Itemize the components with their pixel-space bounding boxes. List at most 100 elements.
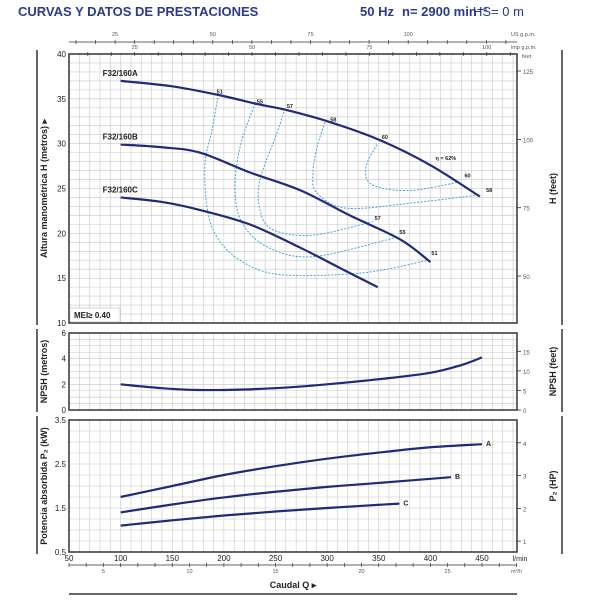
y-axis-title: NPSH (metros) xyxy=(39,340,49,404)
y-tick-label: 0 xyxy=(62,406,67,415)
y-tick-label: 2 xyxy=(62,380,67,389)
efficiency-label: 51 xyxy=(217,89,223,95)
y-tick-label: 4 xyxy=(62,355,67,364)
grid-panel-1 xyxy=(69,333,517,410)
efficiency-label: 57 xyxy=(375,216,381,222)
efficiency-label: 55 xyxy=(399,230,405,236)
x-tick-label: 300 xyxy=(320,554,334,563)
y2-tick-label: 1 xyxy=(523,540,527,546)
suction-height-label: HS= 0 m xyxy=(473,4,524,19)
secondary-tick-label: 25 xyxy=(445,569,451,575)
series-label: F32/160B xyxy=(103,133,138,142)
secondary-unit-label: imp g.p.m. xyxy=(511,45,537,51)
y-tick-label: 0.5 xyxy=(55,548,67,557)
secondary-tick-label: 100 xyxy=(404,32,413,38)
efficiency-label: 60 xyxy=(382,135,388,141)
efficiency-label: 58 xyxy=(486,188,492,194)
y-tick-label: 25 xyxy=(57,185,66,194)
x-tick-label: 150 xyxy=(166,554,180,563)
y2-tick-label: 10 xyxy=(523,370,530,376)
curve-npsh xyxy=(120,356,483,392)
series-label: C xyxy=(403,501,408,508)
plot-frame-0 xyxy=(68,53,518,324)
efficiency-label: 57 xyxy=(287,104,293,110)
x-tick-label: 450 xyxy=(475,554,489,563)
secondary-tick-label: 25 xyxy=(132,45,138,51)
secondary-tick-label: 75 xyxy=(366,45,372,51)
y2-axis-title: H (feet) xyxy=(548,173,558,204)
plot-frame-2 xyxy=(68,419,518,553)
x-tick-label: 200 xyxy=(217,554,231,563)
x-tick-label: 350 xyxy=(372,554,386,563)
y-tick-label: 35 xyxy=(57,95,66,104)
secondary-tick-label: 75 xyxy=(307,32,313,38)
secondary-x-axis-1: 25 50 75 100 imp g.p.m. xyxy=(87,45,537,56)
plot-frame-1 xyxy=(68,332,518,411)
y-tick-label: 3.5 xyxy=(55,416,67,425)
curve-f32-160c xyxy=(120,196,379,289)
y2-tick-label: 15 xyxy=(523,350,530,356)
y2-tick-label: 0 xyxy=(523,409,527,415)
secondary-tick-label: 25 xyxy=(112,32,118,38)
y2-tick-label: 50 xyxy=(523,275,530,281)
y2-tick-label: 75 xyxy=(523,207,530,213)
y2-axis-title: P₂ (HP) xyxy=(548,470,558,501)
y-tick-label: 15 xyxy=(57,274,66,283)
frequency-label: 50 Hz xyxy=(360,4,394,19)
secondary-unit-label: m³/h xyxy=(511,569,522,575)
x-axis-title: Caudal Q ▸ xyxy=(270,580,317,590)
efficiency-label: η = 62% xyxy=(436,156,457,162)
y2-tick-label: 2 xyxy=(523,507,527,513)
curve-f32-160a xyxy=(120,79,481,198)
curve-a xyxy=(120,443,483,499)
y2-unit-label: feet xyxy=(522,54,532,60)
secondary-tick-label: 5 xyxy=(102,569,105,575)
secondary-tick-label: 50 xyxy=(249,45,255,51)
speed-label: n= 2900 min⁻¹ xyxy=(402,4,488,19)
y-axis-title: Altura manométrica H (metros) ▸ xyxy=(39,119,49,259)
series-label: A xyxy=(486,441,491,448)
y2-tick-label: 125 xyxy=(523,70,534,76)
efficiency-label: 58 xyxy=(330,117,336,123)
mei-box xyxy=(69,307,121,323)
x-tick-label: 400 xyxy=(424,554,438,563)
efficiency-label: 55 xyxy=(257,99,263,105)
y2-tick-label: 3 xyxy=(523,475,527,481)
secondary-tick-label: 15 xyxy=(272,569,278,575)
mei-annotation: MEI≥ 0.40 xyxy=(74,311,111,320)
curve-c xyxy=(120,502,400,527)
secondary-tick-label: 50 xyxy=(210,32,216,38)
series-label: F32/160C xyxy=(103,185,138,194)
x-unit-label: l/min xyxy=(513,556,528,563)
y-tick-label: 20 xyxy=(57,229,66,238)
curve-f32-160b xyxy=(120,143,432,263)
y-tick-label: 40 xyxy=(57,50,66,59)
efficiency-label: 51 xyxy=(431,251,437,257)
x-tick-label: 100 xyxy=(114,554,128,563)
efficiency-curve-60 xyxy=(365,144,459,192)
grid-panel-0 xyxy=(69,54,517,323)
series-label: F32/160A xyxy=(103,69,138,78)
secondary-x-axis-0: 25 50 75 100 US g.p.m. xyxy=(69,32,536,44)
secondary-tick-label: 100 xyxy=(482,45,491,51)
secondary-x-axis-2: 5 10 15 20 25 m³/h xyxy=(68,563,522,575)
y-tick-label: 6 xyxy=(62,329,67,338)
efficiency-label: 60 xyxy=(464,174,470,180)
y-tick-label: 2.5 xyxy=(55,460,67,469)
series-label: B xyxy=(455,474,460,481)
x-tick-label: 50 xyxy=(65,554,74,563)
y2-axis-title: NPSH (feet) xyxy=(548,347,558,397)
page-title: CURVAS Y DATOS DE PRESTACIONES xyxy=(18,4,259,19)
secondary-tick-label: 20 xyxy=(358,569,364,575)
y-tick-label: 1.5 xyxy=(55,504,67,513)
y-tick-label: 30 xyxy=(57,140,66,149)
efficiency-curve-51 xyxy=(204,97,429,277)
y-axis-title: Potencia absorbida P₂ (kW) xyxy=(39,427,49,545)
efficiency-curve-58 xyxy=(312,121,480,210)
efficiency-curve-55 xyxy=(234,103,399,258)
grid-panel-2 xyxy=(69,420,517,552)
y2-tick-label: 4 xyxy=(523,442,527,448)
y-tick-label: 10 xyxy=(57,319,66,328)
y2-tick-label: 5 xyxy=(523,389,527,395)
